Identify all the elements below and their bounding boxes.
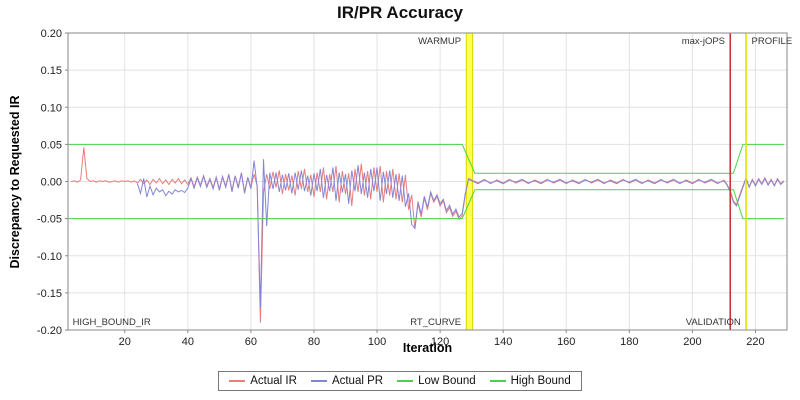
y-axis-label: Discrepancy to Requested IR: [8, 95, 22, 269]
marker-label-validation: VALIDATION: [686, 317, 741, 328]
x-tick-label: 140: [494, 336, 512, 348]
legend-label-actual-pr: Actual PR: [331, 375, 384, 387]
x-tick-label: 60: [245, 336, 257, 348]
marker-label-profile: PROFILE: [752, 36, 793, 47]
y-tick-label: 0.15: [41, 65, 62, 77]
x-tick-label: 120: [431, 336, 449, 348]
x-tick-label: 220: [746, 336, 764, 348]
y-tick-label: 0.10: [41, 102, 62, 114]
x-tick-label: 200: [683, 336, 701, 348]
y-tick-label: 0.20: [41, 28, 62, 40]
x-tick-label: 80: [308, 336, 320, 348]
legend-item-actual-pr: Actual PR: [310, 375, 384, 387]
marker-labels: WARMUP RT_CURVE max-jOPS VALIDATION PROFILE H…: [73, 36, 793, 328]
series-actual-ir: [71, 147, 785, 323]
y-tick-label: -0.05: [37, 214, 62, 226]
legend-item-high-bound: High Bound: [489, 375, 571, 387]
legend-item-low-bound: Low Bound: [397, 375, 476, 387]
x-tick-label: 100: [368, 336, 386, 348]
marker-band-warmup-band: [465, 32, 474, 331]
legend-label-high-bound: High Bound: [510, 375, 571, 387]
y-tick-label: -0.20: [37, 325, 62, 337]
marker-label-rt-curve: RT_CURVE: [410, 317, 461, 328]
x-axis-label: Iteration: [402, 341, 453, 355]
legend-swatch-actual-ir: [229, 380, 246, 382]
legend: Actual IR Actual PR Low Bound High Bound: [0, 371, 800, 391]
axis-ticks: 20 40 60 80 100 120 140 160 180 200 220 -0.20 -0.15 -…: [37, 28, 765, 348]
legend-swatch-actual-pr: [310, 380, 327, 382]
legend-box: Actual IR Actual PR Low Bound High Bound: [218, 371, 582, 391]
x-tick-label: 180: [620, 336, 638, 348]
legend-swatch-low-bound: [397, 380, 414, 382]
legend-label-actual-ir: Actual IR: [250, 375, 297, 387]
y-tick-label: -0.10: [37, 251, 62, 263]
marker-label-warmup: WARMUP: [418, 36, 461, 47]
legend-swatch-high-bound: [489, 380, 506, 382]
x-tick-label: 160: [557, 336, 575, 348]
plot-svg: 20 40 60 80 100 120 140 160 180 200 220 -0.20 -0.15 -…: [37, 28, 793, 348]
legend-label-low-bound: Low Bound: [418, 375, 476, 387]
chart-title: IR/PR Accuracy: [337, 3, 463, 22]
y-tick-label: 0.00: [41, 177, 62, 189]
marker-label-max-jops: max-jOPS: [682, 36, 725, 47]
series-actual-pr: [136, 159, 785, 308]
series-high-bound: [68, 143, 784, 174]
series-low-bound: [68, 189, 784, 220]
marker-label-high-bound-ir: HIGH_BOUND_IR: [73, 317, 151, 328]
x-tick-label: 20: [119, 336, 131, 348]
y-tick-label: 0.05: [41, 139, 62, 151]
legend-item-actual-ir: Actual IR: [229, 375, 297, 387]
y-tick-label: -0.15: [37, 288, 62, 300]
x-tick-label: 40: [182, 336, 194, 348]
